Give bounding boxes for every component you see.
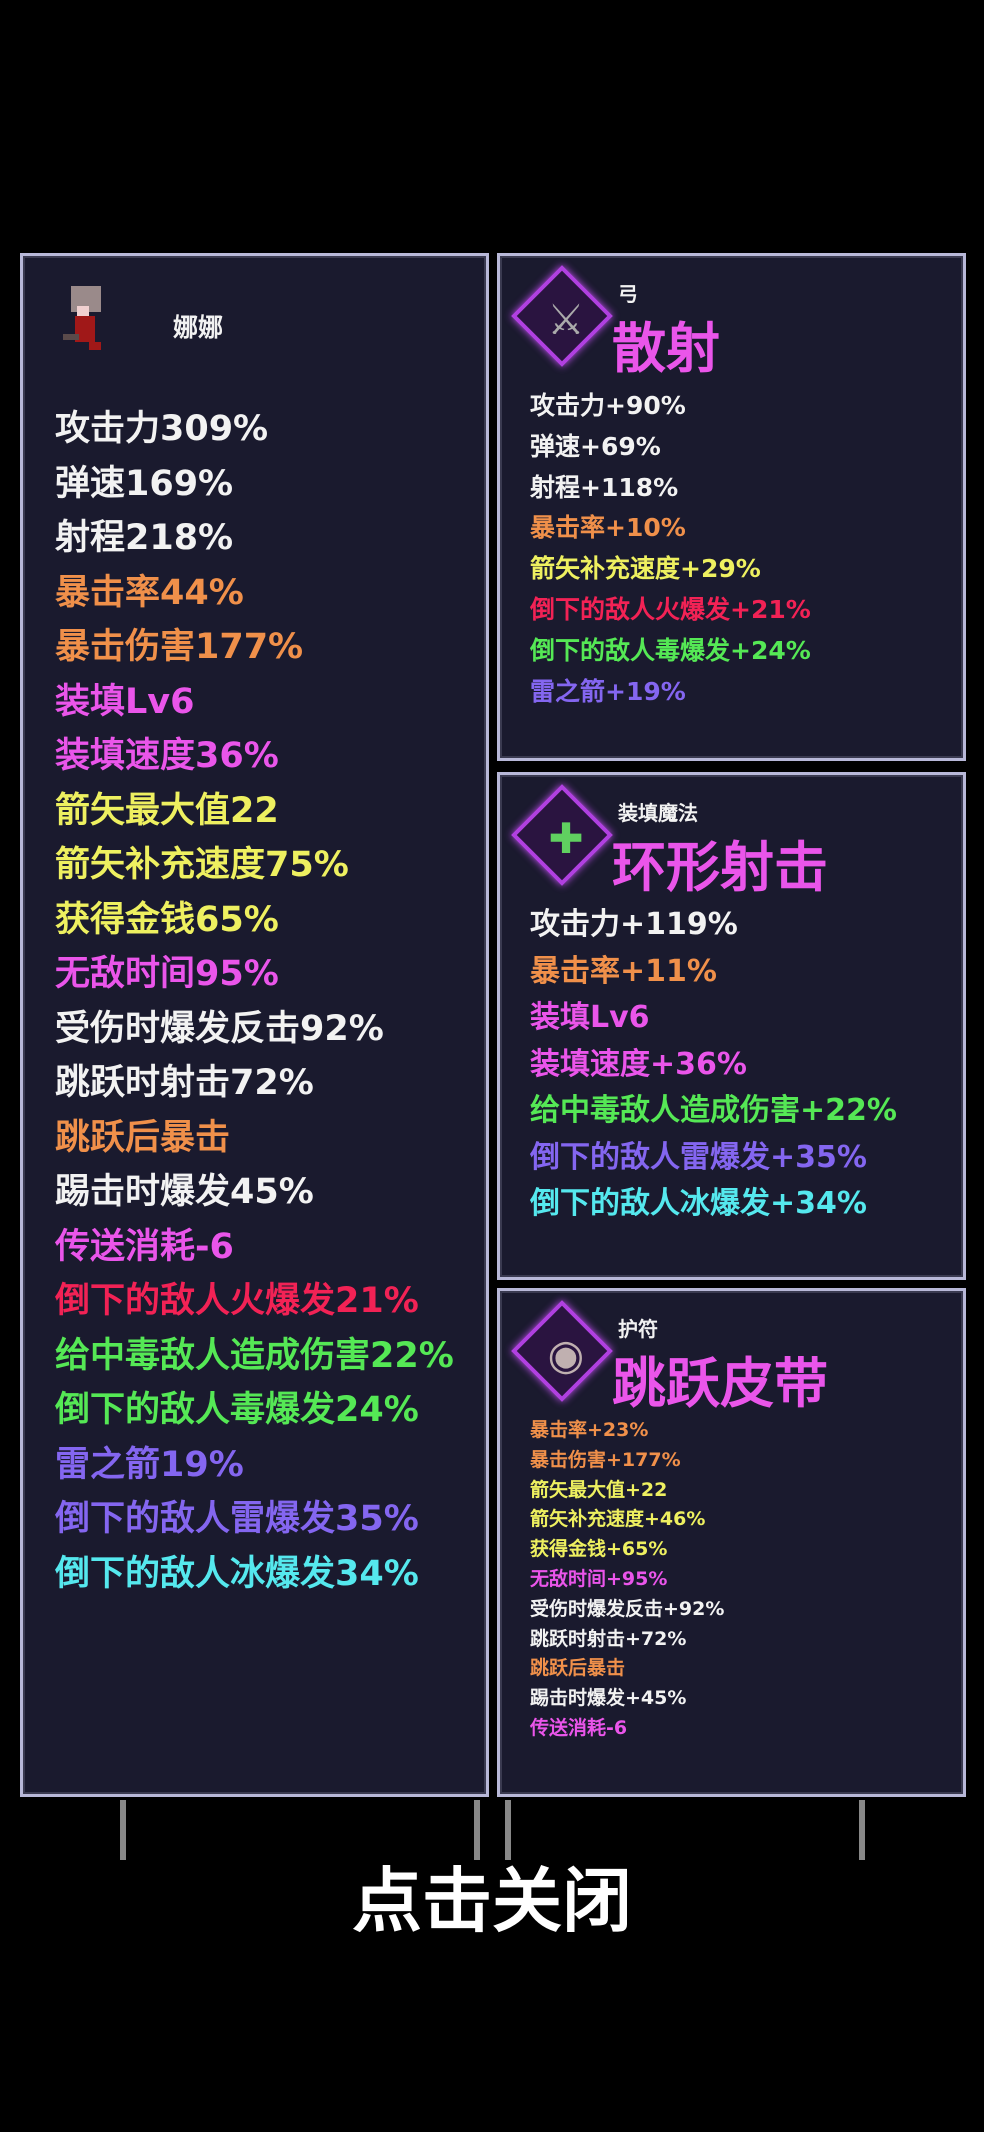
character-stat: 装填速度36% [55,736,279,776]
item-stat: 传送消耗-6 [530,1716,628,1739]
item-stats: 攻击力+90% 弹速+69% 射程+118% 暴击率+10% 箭矢补充速度+29% 倒下的… [530,386,963,712]
character-stat: 射程218% [55,518,234,558]
item-stats: 暴击率+23% 暴击伤害+177% 箭矢最大值+22 箭矢补充速度+46% 获得金钱+6… [530,1416,963,1744]
item-stat: 攻击力+90% [530,391,686,420]
item-category: 护符 [618,1317,658,1341]
character-stat: 暴击率44% [55,572,244,613]
belt-icon: ◉ [547,1330,585,1379]
item-stat: 箭矢补充速度+46% [530,1508,706,1531]
item-stat: 暴击率+10% [530,513,686,543]
item-stat: 攻击力+119% [530,907,738,942]
item-stat: 暴击伤害+177% [530,1448,681,1471]
item-stat: 倒下的敌人火爆发+21% [530,594,811,624]
background-frame-right [505,1800,865,1860]
item-panel-amulet: ◉ 护符跳跃皮带暴击率+23% 暴击伤害+177% 箭矢最大值+22 箭矢补充速度+46… [497,1288,966,1797]
item-stat: 给中毒敌人造成伤害+22% [530,1093,897,1128]
item-stat: 倒下的敌人毒爆发+24% [530,635,811,665]
character-stat: 倒下的敌人冰爆发34% [55,1553,419,1594]
character-stats: 攻击力309% 弹速169% 射程218% 暴击率44% 暴击伤害177% 装填Lv6 装填… [55,402,486,1601]
character-stat: 无敌时间95% [55,954,279,994]
item-stat: 跳跃后暴击 [530,1657,626,1680]
item-stat: 跳跃时射击+72% [530,1627,687,1650]
character-stat: 攻击力309% [55,409,269,449]
character-panel: 娜娜 攻击力309% 弹速169% 射程218% 暴击率44% 暴击伤害177% 装填Lv… [20,253,489,1797]
item-stat: 获得金钱+65% [530,1538,668,1561]
character-stat: 倒下的敌人毒爆发24% [55,1390,419,1430]
character-stat: 倒下的敌人火爆发21% [55,1281,419,1321]
character-stat: 箭矢最大值22 [55,790,279,831]
tap-to-close-button[interactable]: 点击关闭 [352,1860,632,1942]
item-name: 散射 [612,317,720,380]
item-stats: 攻击力+119% 暴击率+11% 装填Lv6 装填速度+36% 给中毒敌人造成伤害+22… [530,902,963,1228]
character-stat: 获得金钱65% [55,899,279,940]
cross-arrows-icon: ✚ [548,814,584,863]
item-stat: 倒下的敌人冰爆发+34% [530,1186,867,1221]
item-stat: 倒下的敌人雷爆发+35% [530,1139,867,1175]
item-stat: 装填速度+36% [530,1046,747,1082]
character-name: 娜娜 [173,313,224,342]
item-panel-magic: ✚ 装填魔法环形射击攻击力+119% 暴击率+11% 装填Lv6 装填速度+36% 给中毒… [497,772,966,1280]
character-stat: 雷之箭19% [55,1444,244,1485]
item-category: 弓 [618,282,638,306]
item-stat: 踢击时爆发+45% [530,1687,687,1710]
character-stat: 传送消耗-6 [55,1226,234,1267]
character-stat: 踢击时爆发45% [55,1172,314,1212]
character-stat: 跳跃后暴击 [55,1117,231,1158]
character-stat: 受伤时爆发反击92% [55,1008,384,1049]
item-name: 跳跃皮带 [612,1352,828,1415]
item-panel-bow: ⚔ 弓散射攻击力+90% 弹速+69% 射程+118% 暴击率+10% 箭矢补充速度+29… [497,253,966,761]
item-stat: 受伤时爆发反击+92% [530,1597,725,1620]
item-stat: 弹速+69% [530,431,661,461]
item-stat: 装填Lv6 [530,1000,650,1035]
item-stat: 射程+118% [530,472,679,502]
item-stat: 暴击率+11% [530,953,717,989]
background-frame-left [120,1800,480,1860]
character-stat: 倒下的敌人雷爆发35% [55,1499,419,1539]
character-stat: 箭矢补充速度75% [55,845,349,885]
character-stat: 装填Lv6 [55,681,195,722]
item-stat: 雷之箭+19% [530,676,686,706]
character-stat: 弹速169% [55,463,234,504]
item-stat: 箭矢补充速度+29% [530,554,761,584]
item-stat: 暴击率+23% [530,1419,649,1441]
character-stat: 跳跃时射击72% [55,1063,314,1103]
item-category: 装填魔法 [618,801,698,825]
character-stat: 暴击伤害177% [55,627,304,667]
sword-icon: ⚔ [547,295,585,344]
item-stat: 无敌时间+95% [530,1567,668,1590]
item-stat: 箭矢最大值+22 [530,1478,668,1501]
character-sprite-icon [61,286,111,356]
character-stat: 给中毒敌人造成伤害22% [55,1335,454,1376]
item-name: 环形射击 [612,836,828,899]
